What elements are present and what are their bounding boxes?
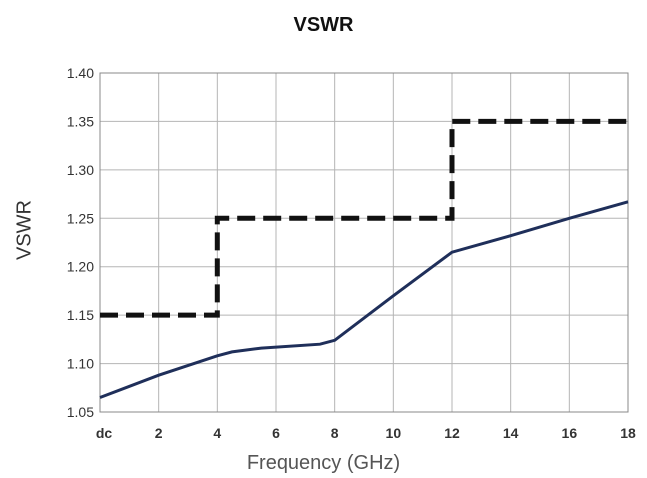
y-tick-label: 1.35	[67, 113, 94, 129]
y-tick-label: 1.10	[67, 356, 94, 372]
y-tick-label: 1.40	[67, 65, 94, 81]
x-tick-label: 10	[386, 425, 402, 441]
x-tick-label: 8	[331, 425, 339, 441]
x-tick-label: 6	[272, 425, 280, 441]
series-line-dashed	[100, 118, 628, 318]
x-axis-label: Frequency (GHz)	[246, 452, 401, 474]
plot-border	[99, 72, 629, 413]
x-tick-label: 4	[213, 425, 221, 441]
x-tick-label: 14	[503, 425, 519, 441]
y-tick-label: 1.15	[67, 307, 94, 323]
x-tick-label: 18	[620, 425, 636, 441]
x-tick-label: dc	[96, 425, 113, 441]
series-line-solid	[99, 200, 629, 399]
chart-title: VSWR	[293, 14, 354, 36]
x-tick-label: 2	[155, 425, 163, 441]
y-tick-label: 1.20	[67, 259, 94, 275]
y-tick-label: 1.30	[67, 162, 94, 178]
y-tick-label: 1.25	[67, 210, 94, 226]
x-tick-label: 12	[444, 425, 460, 441]
y-tick-label: 1.05	[67, 404, 94, 420]
x-tick-label: 16	[562, 425, 578, 441]
plot-background	[100, 73, 628, 412]
